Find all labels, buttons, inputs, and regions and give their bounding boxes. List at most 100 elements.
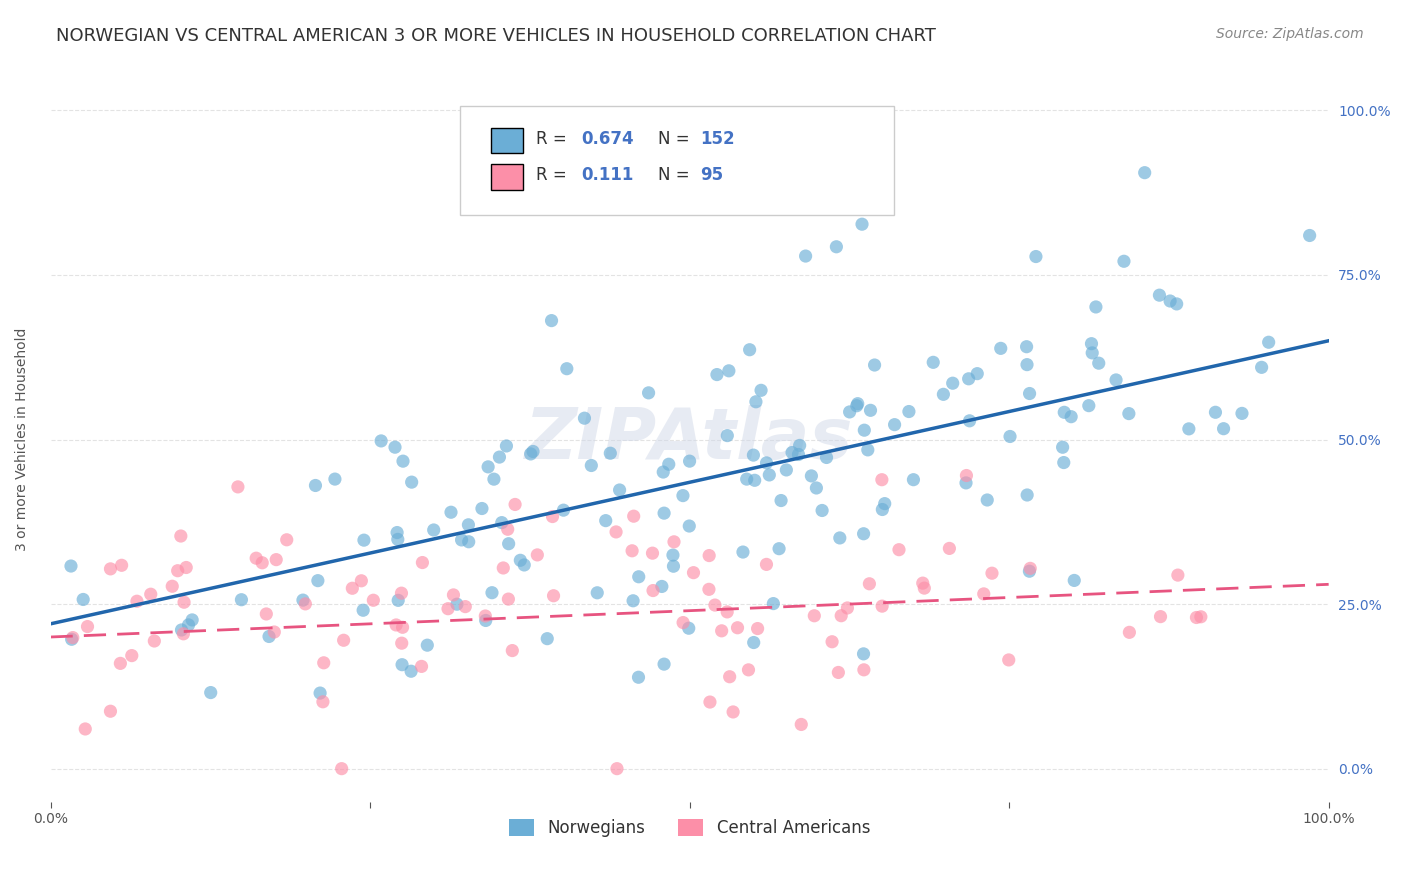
Point bbox=[342, 581, 364, 595]
Point bbox=[495, 439, 517, 453]
Point bbox=[912, 581, 935, 595]
Point bbox=[662, 559, 685, 574]
Point bbox=[1250, 360, 1272, 375]
Point bbox=[942, 376, 965, 391]
Point bbox=[100, 704, 122, 718]
Point bbox=[173, 595, 195, 609]
Point bbox=[257, 630, 280, 644]
Point bbox=[981, 566, 1004, 581]
Point bbox=[323, 472, 346, 486]
Point bbox=[749, 384, 772, 398]
Point bbox=[384, 440, 406, 454]
Text: 152: 152 bbox=[700, 130, 734, 148]
Point bbox=[1212, 422, 1234, 436]
Point bbox=[387, 533, 409, 547]
Point bbox=[75, 722, 97, 736]
Point bbox=[181, 613, 204, 627]
Point bbox=[170, 529, 193, 543]
Point bbox=[454, 599, 477, 614]
Point bbox=[1105, 373, 1128, 387]
Point bbox=[294, 597, 316, 611]
Point bbox=[641, 546, 664, 560]
Point bbox=[852, 663, 875, 677]
Point bbox=[440, 505, 463, 519]
Point bbox=[391, 657, 413, 672]
Point bbox=[747, 622, 769, 636]
Point bbox=[1133, 166, 1156, 180]
FancyBboxPatch shape bbox=[492, 164, 523, 190]
Point bbox=[492, 561, 515, 575]
Point bbox=[745, 394, 768, 409]
Point bbox=[803, 608, 825, 623]
Point bbox=[703, 598, 725, 612]
Point bbox=[621, 594, 644, 608]
Point bbox=[160, 579, 183, 593]
Point bbox=[775, 463, 797, 477]
Point bbox=[555, 361, 578, 376]
Point bbox=[307, 574, 329, 588]
Point bbox=[457, 517, 479, 532]
Point bbox=[1149, 288, 1171, 302]
Point bbox=[250, 556, 273, 570]
Point bbox=[474, 609, 496, 624]
Point bbox=[471, 501, 494, 516]
Text: ZIPAtlas: ZIPAtlas bbox=[526, 405, 853, 474]
Point bbox=[976, 493, 998, 508]
Point bbox=[1081, 346, 1104, 360]
Point bbox=[651, 579, 673, 593]
Point bbox=[1118, 625, 1140, 640]
Point bbox=[264, 552, 287, 566]
Point bbox=[62, 631, 84, 645]
Point bbox=[370, 434, 392, 448]
Point bbox=[450, 533, 472, 547]
Point bbox=[790, 717, 813, 731]
Point bbox=[501, 643, 523, 657]
Point bbox=[852, 526, 875, 541]
Point bbox=[411, 556, 433, 570]
Point bbox=[627, 670, 650, 684]
Point bbox=[245, 551, 267, 566]
Point bbox=[1204, 405, 1226, 419]
Point bbox=[837, 601, 859, 615]
Point bbox=[496, 522, 519, 536]
Point bbox=[332, 633, 354, 648]
Point bbox=[821, 634, 844, 648]
Point bbox=[911, 576, 934, 591]
Point bbox=[922, 355, 945, 369]
Point bbox=[541, 509, 564, 524]
Point bbox=[870, 473, 893, 487]
Point bbox=[491, 516, 513, 530]
Point bbox=[825, 240, 848, 254]
Point bbox=[513, 558, 536, 572]
Text: R =: R = bbox=[536, 130, 572, 148]
Point bbox=[716, 605, 738, 619]
Point bbox=[852, 647, 875, 661]
Point bbox=[716, 428, 738, 442]
Point bbox=[125, 594, 148, 608]
Point bbox=[553, 503, 575, 517]
Point bbox=[789, 438, 811, 452]
FancyBboxPatch shape bbox=[460, 106, 894, 215]
Point bbox=[519, 447, 541, 461]
Point bbox=[806, 481, 828, 495]
Point bbox=[755, 456, 778, 470]
Point bbox=[1015, 340, 1038, 354]
Point bbox=[870, 599, 893, 614]
Point bbox=[973, 587, 995, 601]
Point bbox=[391, 586, 413, 600]
Point bbox=[735, 472, 758, 486]
Point bbox=[755, 558, 778, 572]
Point bbox=[1118, 407, 1140, 421]
Point bbox=[718, 670, 741, 684]
Point bbox=[853, 423, 876, 437]
Point bbox=[830, 608, 852, 623]
Point bbox=[606, 762, 628, 776]
Point bbox=[662, 534, 685, 549]
Point bbox=[627, 570, 650, 584]
Point bbox=[543, 589, 565, 603]
Point bbox=[863, 358, 886, 372]
Point bbox=[932, 387, 955, 401]
Point bbox=[392, 454, 415, 468]
Point bbox=[658, 457, 681, 471]
Point bbox=[416, 638, 439, 652]
